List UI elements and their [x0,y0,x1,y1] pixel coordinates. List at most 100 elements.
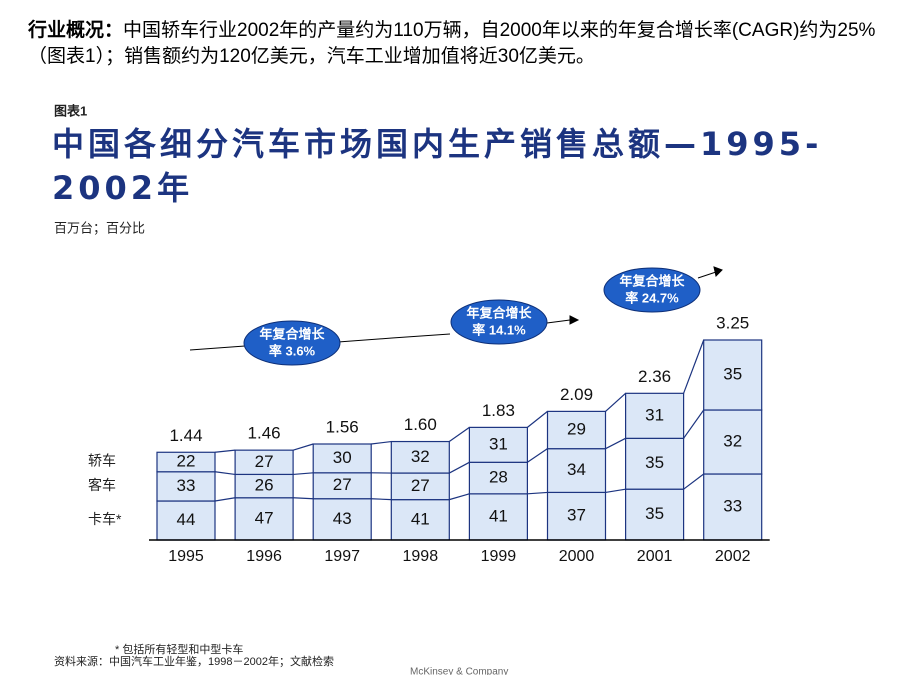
segment-label: 30 [333,448,352,467]
bar-segment [468,426,528,463]
segment-label: 37 [567,506,586,525]
bar-segment [546,491,607,541]
segment-label: 35 [645,504,664,523]
header-lead: 行业概况： [28,20,124,41]
segment-label: 44 [177,510,196,529]
brand: McKinsey & Company [410,667,508,675]
x-tick-label: 1999 [481,548,517,565]
trend-line [189,345,246,351]
x-tick-label: 2001 [637,548,673,565]
cagr-label: 年复合增长 [619,273,685,288]
connector [448,426,470,443]
connector [449,493,470,501]
connector [605,488,626,494]
total-label: 1.46 [248,424,281,443]
segment-label: 34 [567,460,586,479]
arrow-head [569,315,580,325]
segment-label: 31 [489,434,508,453]
bar-segment [703,409,763,475]
trend-line [546,319,571,324]
trend-line [337,333,451,343]
trend-arrows [189,266,723,351]
segment-label: 31 [645,405,664,424]
chart-subtitle: 百万台；百分比 [54,220,145,236]
total-label: 1.83 [482,401,515,420]
arrow-head [713,266,723,277]
connector [214,497,236,502]
x-tick-label: 2000 [559,548,595,565]
connector [527,410,548,428]
x-tick-label: 2002 [715,548,751,565]
total-label: 3.25 [716,313,749,332]
connector [683,473,705,490]
segment-label: 26 [255,476,274,495]
legend-label: 轿车 [88,453,116,469]
bar-segment [703,339,763,411]
connector [527,448,548,463]
connector [605,392,627,412]
bar-segment [468,461,528,495]
connector [214,471,236,476]
connector [371,440,392,445]
header-text: 中国轿车行业2002年的产量约为110万辆，自2000年以来的年复合增长率(CA… [28,20,876,67]
connector [527,491,548,495]
segment-label: 47 [255,508,274,527]
connector [683,339,705,394]
segment-label: 33 [723,496,742,515]
connector [214,449,236,453]
bar-segment [546,410,607,450]
cagr-label: 率 24.7% [625,290,679,305]
bar-segment [624,392,685,439]
bar-segment [390,472,450,501]
cagr-bubble [603,267,701,313]
cagr-label: 率 3.6% [269,343,316,358]
bar-segment [390,440,450,474]
trend-line [697,271,717,279]
segment-label: 35 [645,453,664,472]
legend-label: 客车 [88,477,116,493]
bar-segment [546,448,607,494]
chart-title: 中国各细分汽车市场国内生产销售总额—1995-2002年 [52,125,823,207]
bar-segment [234,449,294,476]
connector [605,437,626,450]
segment-label: 41 [489,506,508,525]
bar-segment [624,437,685,490]
connector [293,497,314,500]
cagr-bubble [243,320,341,366]
segment-label: 35 [723,364,742,383]
bar-segment [156,451,216,473]
cagr-label: 率 14.1% [472,322,526,337]
total-label: 2.09 [560,385,593,404]
total-label: 1.60 [404,415,437,434]
connector [449,461,470,474]
total-label: 1.56 [326,417,359,436]
cagr-label: 年复合增长 [259,326,325,341]
cagr-bubble [450,299,548,345]
figure-label: 图表1 [54,103,87,118]
bar-segment [624,488,685,541]
total-label: 2.36 [638,367,671,386]
bar-segment [468,493,528,541]
segment-label: 32 [723,431,742,450]
x-tick-label: 1998 [403,548,439,565]
connector [683,409,705,439]
x-tick-label: 1995 [168,548,204,565]
connector [292,443,314,451]
connector [371,498,392,501]
title-box: 中国各细分汽车市场国内生产销售总额—1995-2002年 [52,125,823,207]
segment-label: 28 [489,468,508,487]
x-tick-label: 1997 [324,548,360,565]
segment-label: 29 [567,420,586,439]
x-tick-label: 1996 [246,548,282,565]
connector [293,472,314,476]
total-label: 1.44 [169,426,202,445]
segment-label: 22 [177,452,196,471]
source: 资料来源：中国汽车工业年鉴，1998－2002年；文献检索 [54,654,334,668]
footnote: * 包括所有轻型和中型卡车 [115,642,243,656]
segment-label: 27 [411,476,430,495]
segment-label: 32 [411,447,430,466]
segment-label: 27 [255,452,274,471]
segment-label: 27 [333,475,352,494]
